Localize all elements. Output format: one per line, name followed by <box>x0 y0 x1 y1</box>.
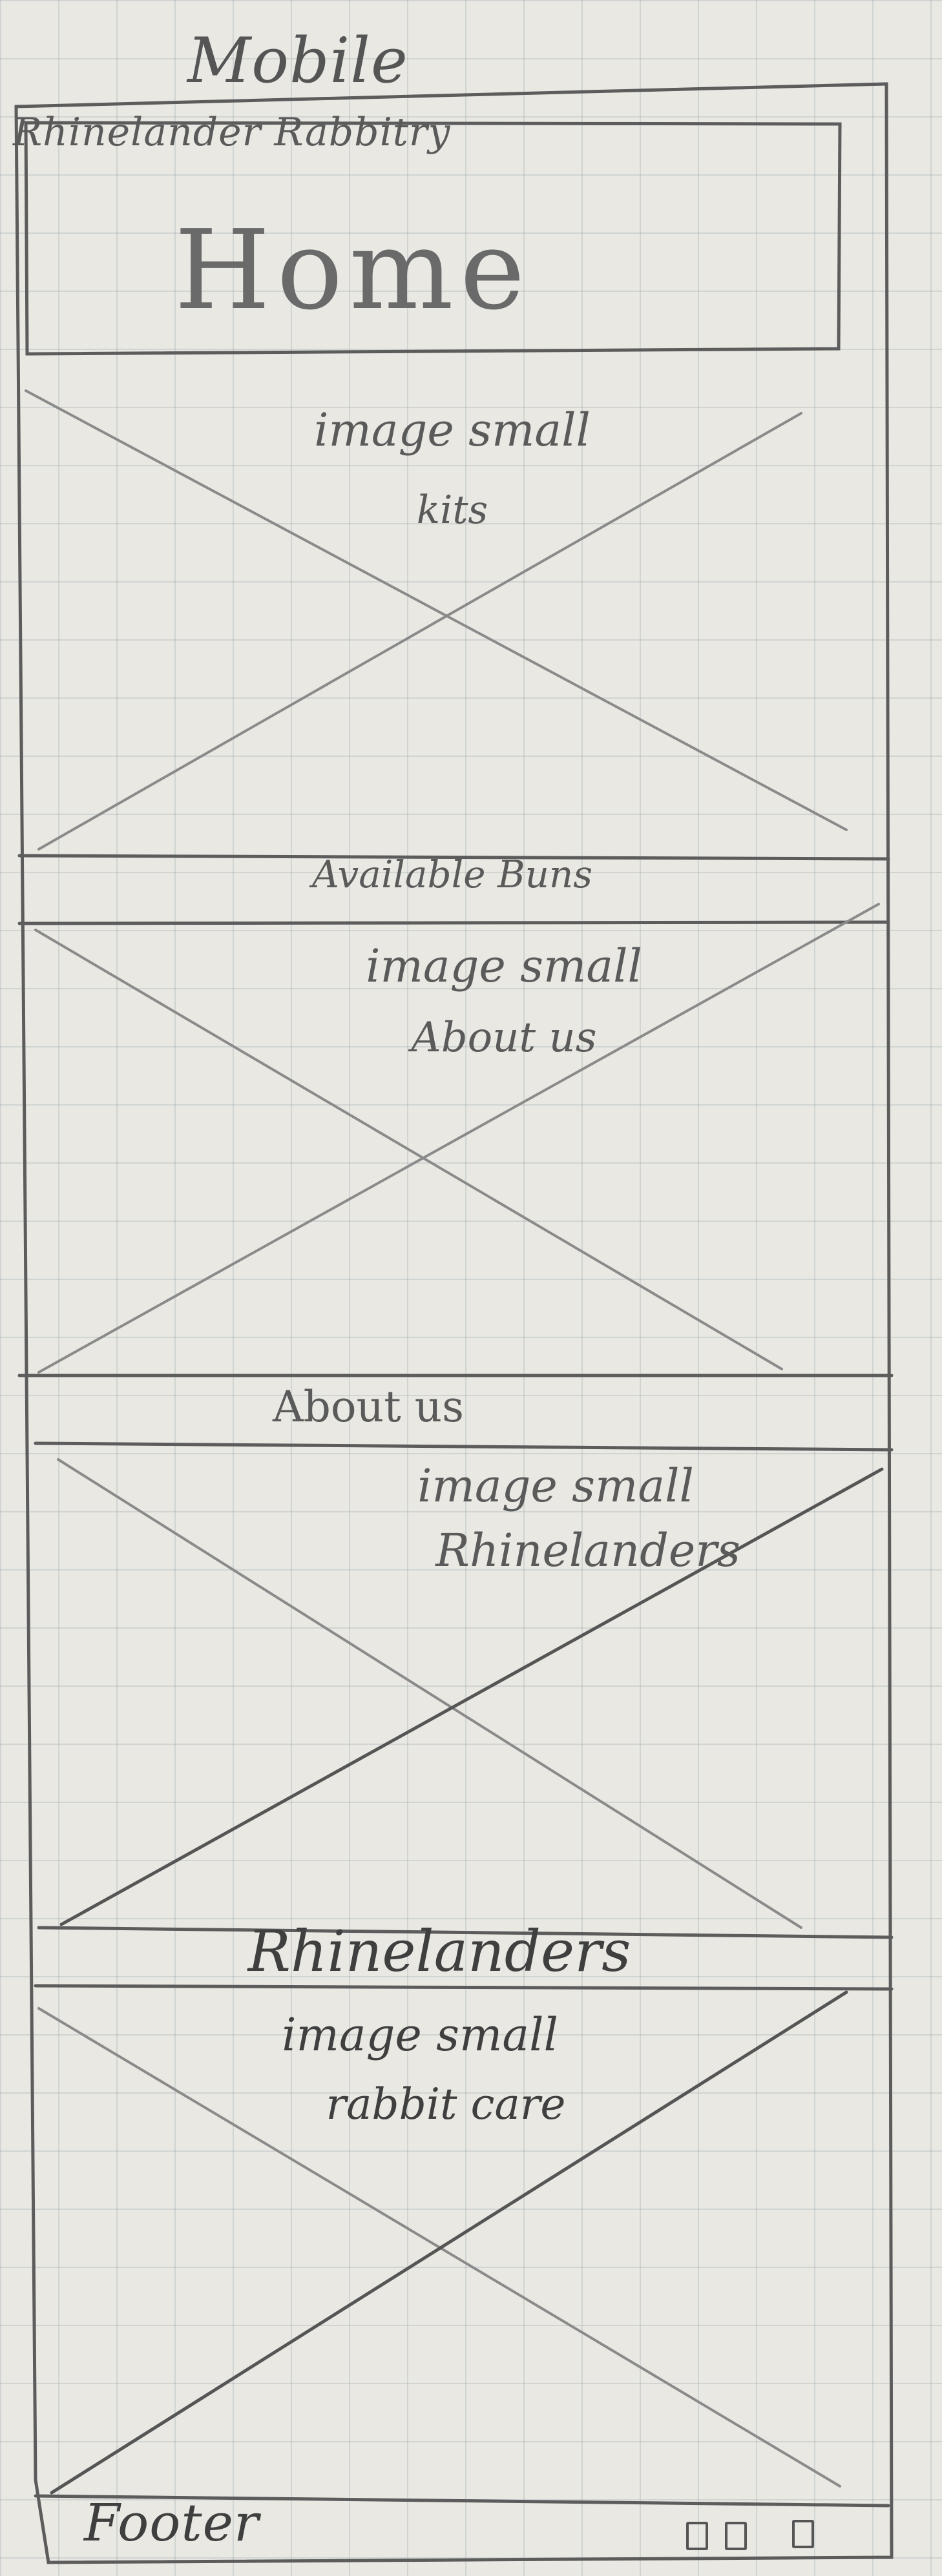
image-2-cross-a <box>34 929 783 1370</box>
divider-1 <box>17 854 890 861</box>
divider-4 <box>34 1441 894 1452</box>
phone-frame <box>14 82 894 2564</box>
image-2-cross-b <box>37 903 880 1374</box>
image-1-cross-b <box>37 412 802 850</box>
wireframe-title: Mobile <box>187 25 408 97</box>
divider-2 <box>17 920 890 925</box>
divider-6 <box>34 1984 894 1991</box>
section-3-caption: Rhinelanders <box>247 1918 631 1984</box>
image-1-label-line2: kits <box>416 488 488 533</box>
divider-5 <box>37 1926 894 1939</box>
site-name: Rhinelander Rabbitry <box>13 110 451 155</box>
section-2-caption: About us <box>272 1382 465 1432</box>
image-2-label-line2: About us <box>411 1014 597 1062</box>
image-1-label-line1: image small <box>314 404 591 457</box>
footer-social-icon-1[interactable] <box>686 2522 708 2550</box>
footer-divider <box>34 2494 890 2508</box>
image-1-cross-a <box>25 389 848 831</box>
section-1-caption: Available Buns <box>311 852 593 896</box>
image-4-label-line1: image small <box>282 2008 558 2061</box>
header-box <box>24 121 842 356</box>
image-3-label-line1: image small <box>417 1459 694 1512</box>
image-4-cross-b <box>50 1990 848 2495</box>
footer-social-icon-3[interactable] <box>792 2520 814 2548</box>
page-title: Home <box>174 207 532 335</box>
image-3-cross-b <box>59 1467 884 1926</box>
image-4-label-line2: rabbit care <box>326 2079 566 2129</box>
image-2-label-line1: image small <box>366 940 642 993</box>
image-3-label-line2: Rhinelanders <box>435 1524 740 1577</box>
footer-label: Footer <box>84 2493 260 2553</box>
footer-social-icon-2[interactable] <box>725 2522 747 2550</box>
image-3-cross-a <box>57 1458 802 1929</box>
